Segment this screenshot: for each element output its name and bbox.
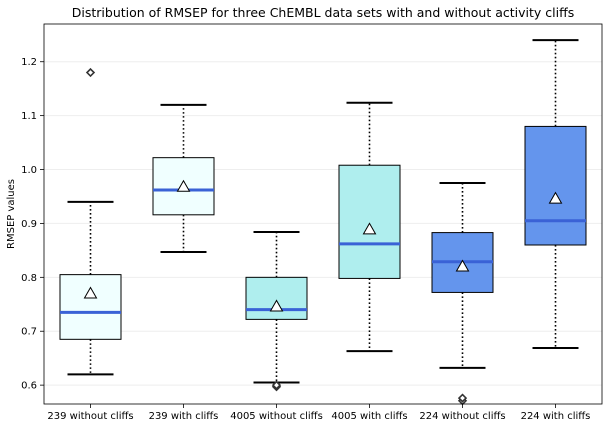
outlier-point: [271, 380, 282, 390]
mean-marker: [548, 191, 563, 204]
y-tick-label: 0.9: [21, 219, 37, 230]
box-group: [245, 231, 308, 392]
outlier-point: [85, 67, 96, 78]
box-group: [59, 67, 122, 376]
x-tick-label: 4005 with cliffs: [331, 411, 407, 422]
outlier-point: [457, 393, 468, 403]
box: [524, 125, 587, 246]
y-tick-label: 0.6: [21, 381, 37, 392]
y-tick-label: 1.0: [21, 165, 37, 176]
box-group: [524, 39, 587, 349]
axes: 0.6 0.7 0.8 0.9 1.0 1.1 1.2 239 without cliffs 2…: [21, 57, 590, 422]
mean-marker: [83, 286, 98, 299]
box-group: [152, 103, 215, 253]
box-group: [431, 182, 494, 406]
y-axis-label: RMSEP values: [6, 179, 17, 249]
mean-marker: [362, 222, 377, 235]
grid-lines: [44, 61, 602, 386]
box-group: [338, 101, 401, 353]
y-tick-label: 1.1: [21, 111, 37, 122]
plot-frame: [43, 23, 603, 405]
x-tick-label: 239 without cliffs: [47, 411, 133, 422]
mean-marker: [176, 179, 191, 192]
x-tick-label: 239 with cliffs: [149, 411, 219, 422]
y-tick-label: 0.8: [21, 273, 37, 284]
box: [59, 274, 122, 340]
y-tick-label: 0.7: [21, 327, 37, 338]
x-tick-label: 224 without cliffs: [419, 411, 505, 422]
chart-title: Distribution of RMSEP for three ChEMBL d…: [72, 5, 574, 20]
mean-marker: [455, 259, 470, 272]
box: [338, 164, 401, 279]
plot-area: [59, 39, 587, 406]
box: [245, 276, 308, 320]
mean-marker: [269, 299, 284, 312]
y-tick-label: 1.2: [21, 57, 37, 68]
x-tick-label: 224 with cliffs: [521, 411, 591, 422]
x-tick-label: 4005 without cliffs: [230, 411, 323, 422]
